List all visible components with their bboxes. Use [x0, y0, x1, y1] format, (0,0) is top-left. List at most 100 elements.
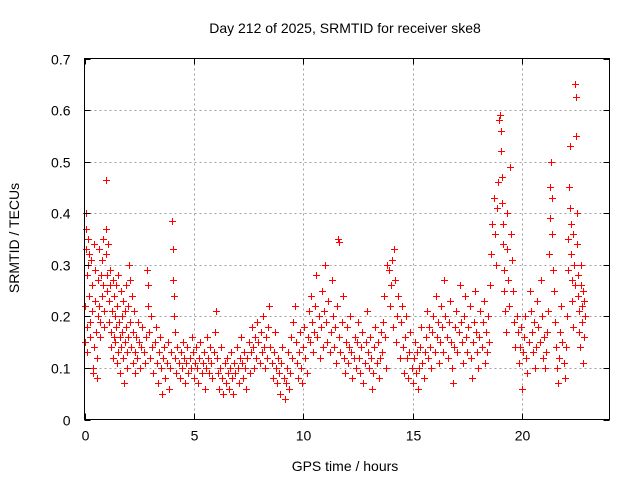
data-point [149, 344, 156, 351]
data-point [367, 334, 374, 341]
data-point [103, 177, 110, 184]
data-point [432, 349, 439, 356]
data-point [94, 355, 101, 362]
data-point [95, 313, 102, 320]
data-point [401, 370, 408, 377]
data-point [150, 370, 157, 377]
data-point [153, 324, 160, 331]
data-point [356, 355, 363, 362]
data-point [579, 319, 586, 326]
y-tick-label: 0.5 [51, 155, 71, 171]
data-point [551, 288, 558, 295]
data-point [549, 231, 556, 238]
data-point [105, 241, 112, 248]
data-point [555, 380, 562, 387]
data-point [389, 257, 396, 264]
data-point [168, 349, 175, 356]
data-point [125, 303, 132, 310]
data-point [279, 344, 286, 351]
data-point [493, 262, 500, 269]
data-point [404, 355, 411, 362]
data-point [410, 380, 417, 387]
data-point [298, 365, 305, 372]
data-point [136, 339, 143, 346]
data-point [441, 277, 448, 284]
data-point [556, 355, 563, 362]
data-point [425, 355, 432, 362]
data-point [114, 303, 121, 310]
data-point [484, 349, 491, 356]
data-point [411, 355, 418, 362]
data-point [372, 324, 379, 331]
data-point [220, 391, 227, 398]
data-point [330, 313, 337, 320]
data-point [231, 360, 238, 367]
data-point [117, 370, 124, 377]
data-point [557, 329, 564, 336]
y-tick-label: 0.3 [51, 258, 71, 274]
data-point [239, 360, 246, 367]
data-point [541, 334, 548, 341]
data-point [567, 205, 574, 212]
data-point [124, 365, 131, 372]
data-point [116, 319, 123, 326]
data-point [276, 370, 283, 377]
data-point [318, 324, 325, 331]
data-point [472, 288, 479, 295]
data-point [342, 370, 349, 377]
data-point [438, 303, 445, 310]
data-point [328, 329, 335, 336]
data-point [578, 282, 585, 289]
data-point [226, 386, 233, 393]
data-point [217, 365, 224, 372]
data-point [323, 319, 330, 326]
data-point [84, 272, 91, 279]
data-point [84, 324, 91, 331]
data-point [249, 324, 256, 331]
data-point [193, 344, 200, 351]
data-point [312, 303, 319, 310]
data-point [529, 329, 536, 336]
data-point [252, 334, 259, 341]
data-point [257, 360, 264, 367]
data-point [548, 159, 555, 166]
data-point [263, 334, 270, 341]
data-point [327, 349, 334, 356]
data-point [365, 349, 372, 356]
data-points [82, 81, 589, 403]
data-point [103, 226, 110, 233]
y-tick-labels: 0 0.1 0.2 0.3 0.4 0.5 0.6 0.7 [51, 52, 71, 429]
data-point [345, 360, 352, 367]
data-point [91, 241, 98, 248]
data-point [515, 329, 522, 336]
data-point [101, 324, 108, 331]
data-point [501, 288, 508, 295]
data-point [569, 298, 576, 305]
data-point [376, 375, 383, 382]
data-point [284, 365, 291, 372]
data-point [178, 349, 185, 356]
data-point [269, 360, 276, 367]
axis-ticks [84, 58, 610, 421]
data-point [568, 221, 575, 228]
data-point [103, 251, 110, 258]
x-tick-label: 20 [515, 428, 531, 444]
data-point [403, 313, 410, 320]
data-point [437, 339, 444, 346]
data-point [579, 303, 586, 310]
data-point [492, 231, 499, 238]
data-point [424, 308, 431, 315]
data-point [458, 319, 465, 326]
y-tick-label: 0 [63, 413, 71, 429]
data-point [130, 329, 137, 336]
data-point [516, 360, 523, 367]
data-point [99, 293, 106, 300]
data-point [313, 272, 320, 279]
data-point [275, 355, 282, 362]
data-point [295, 375, 302, 382]
data-point [254, 319, 261, 326]
data-point [502, 308, 509, 315]
data-point [520, 349, 527, 356]
data-point [565, 267, 572, 274]
data-point [247, 370, 254, 377]
